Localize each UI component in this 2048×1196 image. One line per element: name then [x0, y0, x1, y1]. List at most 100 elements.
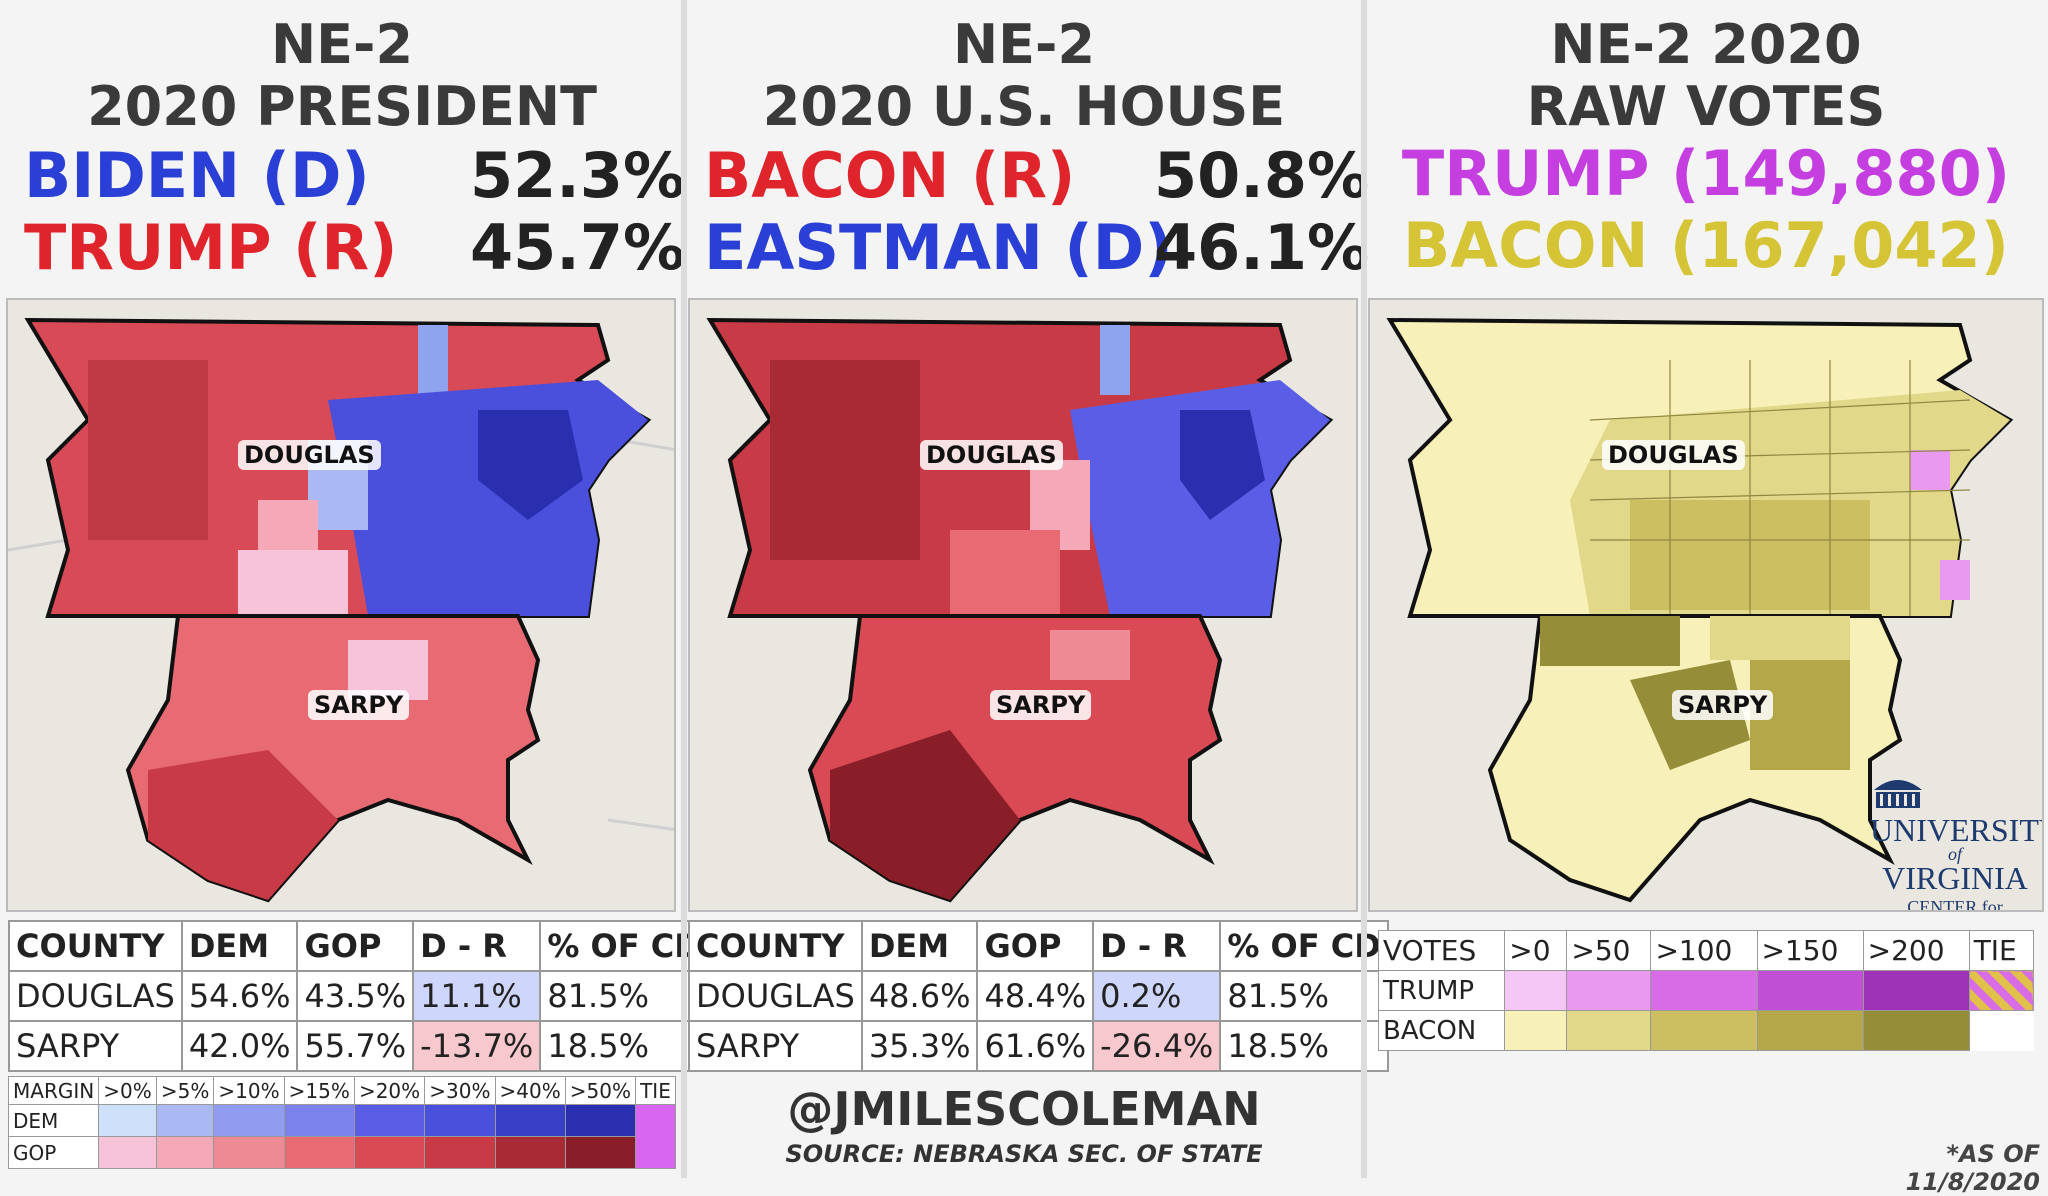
cell: 35.3%: [860, 1020, 979, 1072]
cell: DOUGLAS: [8, 970, 183, 1022]
legend-header-cell: >0%: [98, 1076, 157, 1105]
uva-logo: UNIVERSITY of VIRGINIA CENTER for POLITI…: [1870, 770, 2044, 912]
legend-header-cell: >0: [1504, 930, 1568, 971]
col-share: % OF CD: [1219, 920, 1389, 972]
bacon-label: BACON (R): [704, 139, 1076, 212]
cell: 81.5%: [1219, 970, 1389, 1022]
cell: SARPY: [8, 1020, 183, 1072]
legend-swatch: [98, 1104, 157, 1137]
legend-header-cell: >100: [1650, 930, 1758, 971]
col-dem: DEM: [180, 920, 299, 972]
legend-swatch: [1862, 970, 1970, 1011]
legend-swatch: [283, 1136, 355, 1169]
president-results-table: COUNTY DEM GOP D - R % OF CD DOUGLAS 54.…: [8, 920, 709, 1072]
col-margin: D - R: [1092, 920, 1222, 972]
legend-row-label: GOP: [7, 1136, 100, 1169]
house-title-line1: NE-2: [952, 13, 1096, 76]
legend-bacon-row: BACON: [1377, 1010, 2034, 1051]
table-header-row: COUNTY DEM GOP D - R % OF CD: [688, 920, 1389, 972]
col-county: COUNTY: [688, 920, 863, 972]
douglas-label-2: DOUGLAS: [920, 440, 1063, 470]
legend-swatch: [353, 1104, 426, 1137]
legend-header-cell: >50%: [564, 1076, 637, 1105]
biden-pct: 52.3%: [470, 139, 686, 212]
legend-header-cell: >5%: [155, 1076, 215, 1105]
raw-votes-map[interactable]: DOUGLAS SARPY UNIVERSITY of VIRGINIA CEN…: [1368, 298, 2044, 912]
bacon-raw-votes: BACON (167,042): [1403, 209, 2009, 282]
trump-raw-votes: TRUMP (149,880): [1401, 137, 2011, 210]
legend-header-cell: >150: [1756, 930, 1864, 971]
logo-university: UNIVERSITY: [1870, 812, 2044, 848]
president-title-line2: 2020 PRESIDENT: [87, 75, 597, 138]
as-of-note: *AS OF 11/8/2020: [1905, 1140, 2040, 1196]
eastman-pct: 46.1%: [1154, 211, 1370, 284]
logo-virginia: VIRGINIA: [1882, 860, 2028, 896]
table-header-row: COUNTY DEM GOP D - R % OF CD: [8, 920, 709, 972]
col-gop: GOP: [976, 920, 1095, 972]
legend-swatch: [155, 1136, 215, 1169]
legend-row-label: BACON: [1377, 1010, 1506, 1051]
legend-swatch: [213, 1136, 285, 1169]
cell: SARPY: [688, 1020, 863, 1072]
votes-legend: VOTES >0 >50 >100 >150 >200 TIE TRUMP BACON: [1377, 930, 2035, 1051]
legend-swatch: [213, 1104, 285, 1137]
rotunda-icon: [1874, 780, 1922, 808]
col-county: COUNTY: [8, 920, 183, 972]
legend-header-cell: TIE: [1968, 930, 2035, 971]
legend-header-row: VOTES >0 >50 >100 >150 >200 TIE: [1377, 930, 2035, 971]
legend-swatch: [1650, 1010, 1758, 1051]
legend-swatch: [1504, 1010, 1568, 1051]
eastman-label: EASTMAN (D): [704, 211, 1173, 284]
legend-swatch: [1650, 970, 1758, 1011]
table-row: SARPY 42.0% 55.7% -13.7% 18.5%: [8, 1020, 709, 1072]
legend-header-cell: >40%: [494, 1076, 566, 1105]
legend-tie-swatch: [1968, 970, 2035, 1011]
legend-swatch: [564, 1136, 637, 1169]
logo-center: CENTER for POLITICS: [1907, 897, 2003, 912]
trump-label: TRUMP (R): [24, 211, 398, 284]
legend-swatch: [564, 1104, 637, 1137]
house-results-table: COUNTY DEM GOP D - R % OF CD DOUGLAS 48.…: [688, 920, 1389, 1072]
legend-swatch: [494, 1104, 566, 1137]
biden-label: BIDEN (D): [24, 139, 370, 212]
president-map[interactable]: DOUGLAS SARPY: [6, 298, 676, 912]
divider: [681, 0, 687, 1178]
legend-swatch: [1566, 970, 1652, 1011]
cell: 43.5%: [296, 970, 415, 1022]
cell: 61.6%: [976, 1020, 1095, 1072]
president-panel: NE-2 2020 PRESIDENT BIDEN (D) 52.3% TRUM…: [0, 0, 709, 1178]
legend-swatch: [155, 1104, 215, 1137]
sarpy-label-3: SARPY: [1672, 690, 1774, 720]
house-map[interactable]: DOUGLAS SARPY: [688, 298, 1358, 912]
bacon-pct: 50.8%: [1154, 139, 1370, 212]
legend-swatch: [1756, 970, 1864, 1011]
legend-header-cell: >200: [1862, 930, 1970, 971]
table-row: SARPY 35.3% 61.6% -26.4% 18.5%: [688, 1020, 1389, 1072]
legend-header-cell: TIE: [635, 1076, 676, 1105]
cell: -13.7%: [412, 1020, 542, 1072]
cell: 11.1%: [412, 970, 542, 1022]
legend-row-label: TRUMP: [1377, 970, 1506, 1011]
house-panel: NE-2 2020 U.S. HOUSE BACON (R) 50.8% EAS…: [684, 0, 1389, 1178]
legend-trump-row: TRUMP: [1377, 970, 2035, 1011]
cell: 48.6%: [860, 970, 979, 1022]
house-header: NE-2 2020 U.S. HOUSE: [684, 0, 1364, 138]
legend-swatch: [424, 1104, 496, 1137]
legend-swatch: [1566, 1010, 1652, 1051]
raw-title-line1: NE-2 2020: [1550, 13, 1862, 76]
sarpy-label-1: SARPY: [308, 690, 410, 720]
divider: [1361, 0, 1367, 1178]
legend-header-row: MARGIN >0% >5% >10% >15% >20% >30% >40% >50% TIE: [7, 1076, 676, 1105]
legend-gop-row: GOP: [7, 1136, 676, 1169]
legend-swatch: [1862, 1010, 1970, 1051]
sarpy-label-2: SARPY: [990, 690, 1092, 720]
margin-legend: MARGIN >0% >5% >10% >15% >20% >30% >40% >50% TIE …: [7, 1076, 676, 1169]
legend-header-cell: >20%: [353, 1076, 426, 1105]
source-note: SOURCE: NEBRASKA SEC. OF STATE: [785, 1140, 1263, 1168]
table-row: DOUGLAS 48.6% 48.4% 0.2% 81.5%: [688, 970, 1389, 1022]
legend-header-cell: >15%: [283, 1076, 355, 1105]
legend-row-label: DEM: [7, 1104, 100, 1137]
raw-title-line2: RAW VOTES: [1526, 75, 1886, 138]
president-title-line1: NE-2: [270, 13, 414, 76]
col-margin: D - R: [412, 920, 542, 972]
